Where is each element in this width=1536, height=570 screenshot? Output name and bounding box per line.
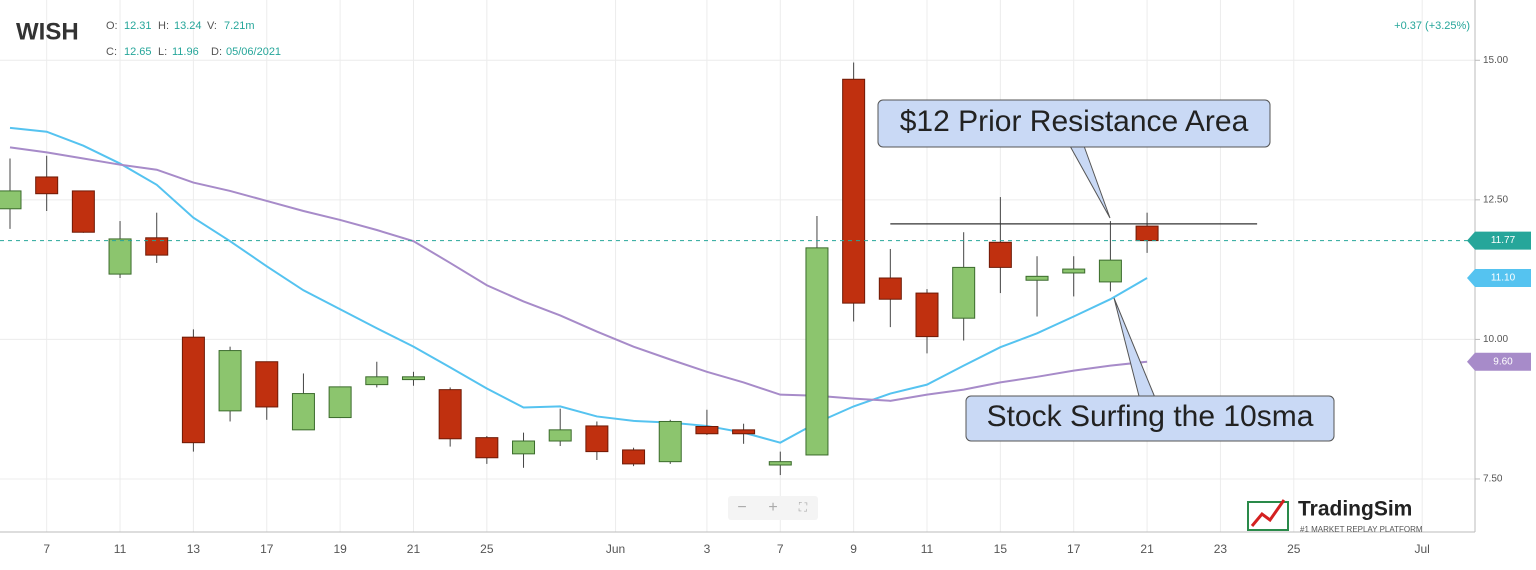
candle-body xyxy=(181,336,205,444)
zoom-controls: − + ⛶ xyxy=(728,496,818,520)
candle-body xyxy=(255,361,279,408)
x-tick-label: 7 xyxy=(43,542,50,556)
candle-body xyxy=(475,437,499,459)
candle-body xyxy=(805,247,829,456)
candle-body xyxy=(1062,268,1086,274)
change: +0.37 (+3.25%) xyxy=(1394,20,1470,32)
candle-body xyxy=(145,237,169,256)
candle-body xyxy=(988,241,1012,268)
y-tick-label: 7.50 xyxy=(1483,474,1503,485)
x-tick-label: 25 xyxy=(1287,542,1301,556)
x-tick-label: 13 xyxy=(187,542,201,556)
y-tick-label: 15.00 xyxy=(1483,55,1508,66)
sma-line xyxy=(9,146,1148,402)
x-tick-label: Jun xyxy=(606,542,625,556)
logo-arrow xyxy=(1250,499,1286,527)
header-value: 12.31 xyxy=(124,20,152,32)
zoom-in[interactable]: + xyxy=(768,499,777,516)
callout-box xyxy=(877,99,1271,148)
plot xyxy=(0,62,1475,476)
annotation: $12 Prior Resistance Area xyxy=(900,105,1249,138)
x-tick-label: 7 xyxy=(777,542,784,556)
zoom-out[interactable]: − xyxy=(737,499,746,516)
candle-body xyxy=(622,449,646,465)
header-value: 11.96 xyxy=(172,46,199,58)
logo-tagline: #1 MARKET REPLAY PLATFORM xyxy=(1300,525,1423,534)
symbol: WISH xyxy=(16,18,79,45)
candle-body xyxy=(328,386,352,419)
callout-pointer xyxy=(1069,145,1111,219)
x-tick-label: 3 xyxy=(704,542,711,556)
x-tick-label: 23 xyxy=(1214,542,1228,556)
candle-body xyxy=(0,190,22,210)
candle-body xyxy=(401,376,425,381)
header-label: C: xyxy=(106,46,117,58)
annotations: $12 Prior Resistance Area Stock Surfing … xyxy=(877,99,1335,442)
candle-body xyxy=(108,238,132,275)
price-tag-label: 9.60 xyxy=(1493,356,1513,367)
candle-body xyxy=(658,420,682,463)
price-tag xyxy=(1467,269,1531,288)
x-tick-label: 11 xyxy=(114,542,127,556)
price-tag-label: 11.77 xyxy=(1491,235,1516,246)
header-label: V: xyxy=(207,20,217,32)
candle-body xyxy=(1025,275,1049,281)
candle-body xyxy=(695,425,719,435)
header-label: L: xyxy=(158,46,167,58)
x-tick-label: Jul xyxy=(1415,542,1430,556)
candle-body xyxy=(1135,225,1159,242)
x-tick-label: 17 xyxy=(1067,542,1081,556)
x-tick-label: 15 xyxy=(994,542,1008,556)
candle-body xyxy=(548,429,572,442)
x-tick-label: 21 xyxy=(407,542,421,556)
candle-body xyxy=(291,393,315,431)
logo: TradingSim #1 MARKET REPLAY PLATFORM xyxy=(1247,498,1423,534)
candle-body xyxy=(768,461,792,466)
logo-icon xyxy=(1247,501,1289,531)
candle-body xyxy=(512,440,536,455)
x-tick-label: 19 xyxy=(333,542,347,556)
candle-body xyxy=(1098,259,1122,283)
header-label: D: xyxy=(211,46,222,58)
candle-body xyxy=(71,190,95,233)
annotation: Stock Surfing the 10sma xyxy=(987,400,1314,433)
header-value: 13.24 xyxy=(174,20,202,32)
price-tag xyxy=(1467,231,1531,250)
candle-body xyxy=(732,429,756,435)
y-tick-label: 10.00 xyxy=(1483,334,1508,345)
price-tag xyxy=(1467,352,1531,371)
zoom-panel xyxy=(728,496,818,520)
x-tick-label: 25 xyxy=(480,542,494,556)
y-tick-label: 12.50 xyxy=(1483,194,1508,205)
candle-body xyxy=(842,78,866,304)
candle-body xyxy=(438,389,462,440)
candle-body xyxy=(915,292,939,338)
logo-name: TradingSim xyxy=(1298,498,1412,521)
x-tick-label: 21 xyxy=(1140,542,1154,556)
header-label: H: xyxy=(158,20,169,32)
fullscreen[interactable]: ⛶ xyxy=(798,500,808,514)
candle-body xyxy=(365,376,389,386)
candle-body xyxy=(35,176,59,195)
x-tick-label: 17 xyxy=(260,542,274,556)
candle-body xyxy=(585,425,609,453)
header-value: 12.65 xyxy=(124,46,152,58)
callout-box xyxy=(965,395,1335,442)
x-tick-label: 11 xyxy=(921,542,934,556)
sma-line xyxy=(9,126,1148,444)
header-label: O: xyxy=(106,20,118,32)
header-value: 7.21m xyxy=(224,20,255,32)
candle-body xyxy=(952,266,976,319)
x-tick-label: 9 xyxy=(850,542,857,556)
callout-pointer xyxy=(1113,297,1157,401)
header-value: 05/06/2021 xyxy=(226,46,281,58)
price-tag-label: 11.10 xyxy=(1491,273,1516,284)
candle-body xyxy=(878,277,902,300)
candle-body xyxy=(218,350,242,412)
